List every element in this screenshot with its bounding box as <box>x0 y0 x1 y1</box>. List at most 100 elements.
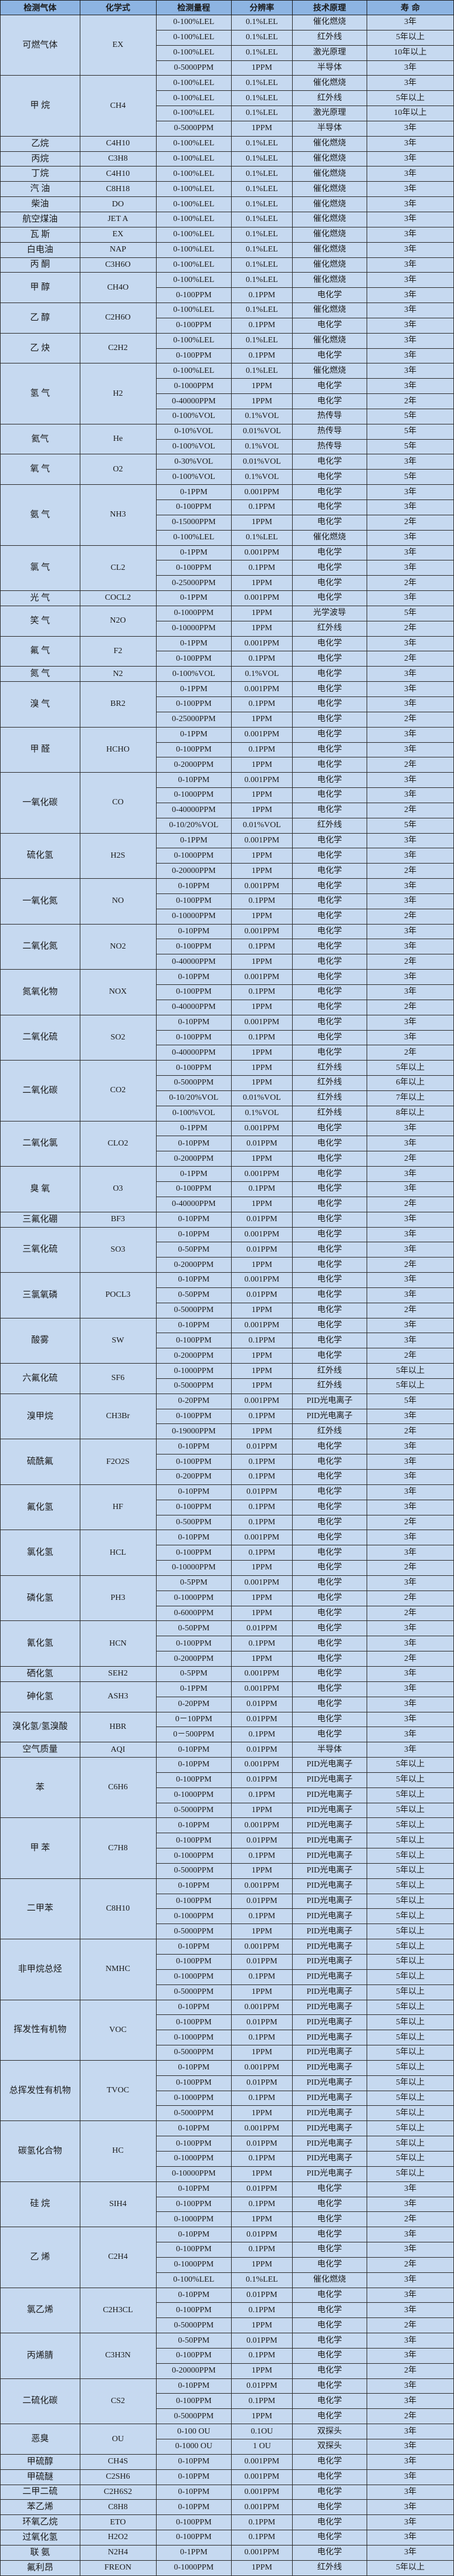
table-row: 二甲二硫 C2H6S2 0-10PPM 0.001PPM 电化学 3年 <box>0 2484 454 2500</box>
table-row: 0-100%VOL 0.1%VOL 电化学 5年 <box>1 469 454 485</box>
gas-name-cell: 联 氨 <box>0 2544 80 2561</box>
formula-cell: VOC <box>79 1999 157 2061</box>
range-cell: 0-100PPM <box>155 1408 232 1425</box>
lifespan-cell: 5年以上 <box>367 2030 454 2046</box>
technology-cell: 电化学 <box>292 1666 368 1682</box>
resolution-cell: 1PPM <box>231 1423 293 1440</box>
lifespan-cell: 3年 <box>367 1317 454 1334</box>
technology-cell: PID光电离子 <box>292 1833 368 1849</box>
resolution-cell: 1PPM <box>231 2211 293 2228</box>
table-row: 苯 C6H6 0-10PPM 0.001PPM PID光电离子 5年以上 <box>0 1757 454 1819</box>
range-cell: 0-40000PPM <box>155 1196 232 1212</box>
resolution-cell: 1PPM <box>231 1984 293 2000</box>
resolution-cell: 1PPM <box>231 1257 293 1273</box>
lifespan-cell: 3年 <box>367 2227 454 2243</box>
technology-cell: 电化学 <box>292 635 368 652</box>
formula-cell: SO3 <box>79 1226 157 1273</box>
table-row: 0-1000PPM 0.1PPM PID光电离子 5年以上 <box>1 2150 454 2167</box>
range-cell: 0-2000PPM <box>155 757 232 773</box>
resolution-cell: 0.1%LEL <box>231 529 293 546</box>
technology-cell: 红外线 <box>292 90 368 107</box>
table-row: 0-50PPM 0.01PPM 电化学 3年 <box>1 1287 454 1303</box>
lifespan-cell: 5年以上 <box>367 2136 454 2152</box>
formula-cell: F2 <box>79 635 157 667</box>
table-row: 0-5000PPM 1PPM 红外线 5年以上 <box>1 1378 454 1394</box>
resolution-cell: 0.01PPM <box>231 1711 293 1728</box>
lifespan-cell: 5年以上 <box>367 1378 454 1394</box>
range-cell: 0-5000PPM <box>155 1923 232 1940</box>
table-row: 0-100PPM 0.01PPM PID光电离子 5年以上 <box>1 1772 454 1788</box>
lifespan-cell: 3年 <box>367 499 454 515</box>
lifespan-cell: 10年以上 <box>367 45 454 61</box>
range-cell: 0－10PPM <box>155 1711 232 1728</box>
table-row: 乙 醇 C2H6O 0-100%LEL 0.1%LEL 催化燃烧 3年 <box>0 303 454 334</box>
resolution-cell: 0.01%VOL <box>231 454 293 470</box>
formula-cell: EX <box>79 226 157 243</box>
technology-cell: 催化燃烧 <box>292 2272 368 2288</box>
resolution-cell: 0.1PPM <box>231 317 293 334</box>
formula-cell: NH3 <box>79 484 157 546</box>
formula-cell: NMHC <box>79 1939 157 2000</box>
range-cell: 0-100PPM <box>155 2242 232 2258</box>
lifespan-cell: 5年以上 <box>367 1969 454 1985</box>
technology-cell: 电化学 <box>292 1348 368 1364</box>
gas-name-cell: 氯化氢 <box>0 1530 80 1576</box>
range-cell: 0-1PPM <box>155 726 232 743</box>
technology-cell: PID光电离子 <box>292 2075 368 2091</box>
table-row: 0-100PPM 0.1PPM 电化学 3年 <box>1 696 454 712</box>
gas-name-cell: 空气质量 <box>0 1742 80 1758</box>
resolution-cell: 0.001PPM <box>231 2544 293 2561</box>
resolution-cell: 0.001PPM <box>231 1393 293 1409</box>
lifespan-cell: 2年 <box>367 999 454 1015</box>
resolution-cell: 0.1%LEL <box>231 166 293 182</box>
lifespan-cell: 3年 <box>367 1636 454 1652</box>
table-row: 0-100PPM 0.1PPM 电化学 3年 <box>1 1181 454 1197</box>
resolution-cell: 0.001PPM <box>231 635 293 652</box>
resolution-cell: 0.01PPM <box>231 1833 293 1849</box>
technology-cell: PID光电离子 <box>292 2166 368 2182</box>
gas-name-cell: 乙 醇 <box>0 303 80 334</box>
technology-cell: 激光原理 <box>292 106 368 121</box>
table-row: 非甲烷总烃 NMHC 0-10PPM 0.001PPM PID光电离子 5年以上 <box>0 1939 454 2000</box>
resolution-cell: 0.1%LEL <box>231 15 293 30</box>
table-row: 0-100PPM 0.1PPM 电化学 3年 <box>1 317 454 334</box>
technology-cell: 催化燃烧 <box>292 529 368 546</box>
resolution-cell: 0.01PPM <box>231 1696 293 1712</box>
range-cell: 0-100%LEL <box>155 272 232 288</box>
header-lifespan: 寿 命 <box>367 0 454 15</box>
table-row: 0-100%LEL 0.1%LEL 激光原理 10年以上 <box>1 45 454 61</box>
lifespan-cell: 3年 <box>367 2530 454 2546</box>
lifespan-cell: 3年 <box>367 2242 454 2258</box>
resolution-cell: 0.1PPM <box>231 939 293 955</box>
lifespan-cell: 3年 <box>367 1499 454 1515</box>
technology-cell: 电化学 <box>292 499 368 515</box>
gas-name-cell: 二甲苯 <box>0 1878 80 1940</box>
resolution-cell: 1PPM <box>231 393 293 409</box>
lifespan-cell: 3年 <box>367 2347 454 2364</box>
table-row: 0-2000PPM 1PPM 电化学 2年 <box>1 757 454 773</box>
range-cell: 0-25000PPM <box>155 575 232 592</box>
resolution-cell: 0.001PPM <box>231 1014 293 1031</box>
range-cell: 0-100PPM <box>155 696 232 712</box>
lifespan-cell: 3年 <box>367 726 454 743</box>
technology-cell: 半导体 <box>292 120 368 137</box>
table-row: 二氧化硫 SO2 0-10PPM 0.001PPM 电化学 3年 <box>0 1014 454 1061</box>
lifespan-cell: 3年 <box>367 666 454 682</box>
range-cell: 0-100PPM <box>155 1499 232 1515</box>
lifespan-cell: 3年 <box>367 211 454 227</box>
lifespan-cell: 3年 <box>367 1211 454 1228</box>
technology-cell: PID光电离子 <box>292 1393 368 1409</box>
technology-cell: 电化学 <box>292 984 368 1000</box>
table-row: 0-5000PPM 1PPM PID光电离子 5年以上 <box>1 2105 454 2122</box>
range-cell: 0-2000PPM <box>155 1151 232 1167</box>
resolution-cell: 0.001PPM <box>231 1317 293 1334</box>
table-row: 总挥发性有机物 TVOC 0-10PPM 0.001PPM PID光电离子 5年以上 <box>0 2060 454 2122</box>
range-cell: 0-10%VOL <box>155 423 232 440</box>
resolution-cell: 0.1PPM <box>231 984 293 1000</box>
table-row: 0-100PPM 0.1PPM 电化学 3年 <box>1 2347 454 2364</box>
technology-cell: 电化学 <box>292 1560 368 1576</box>
technology-cell: 红外线 <box>292 1060 368 1076</box>
range-cell: 0-100PPM <box>155 1181 232 1197</box>
range-cell: 0-10PPM <box>155 2469 232 2485</box>
technology-cell: 电化学 <box>292 2453 368 2470</box>
